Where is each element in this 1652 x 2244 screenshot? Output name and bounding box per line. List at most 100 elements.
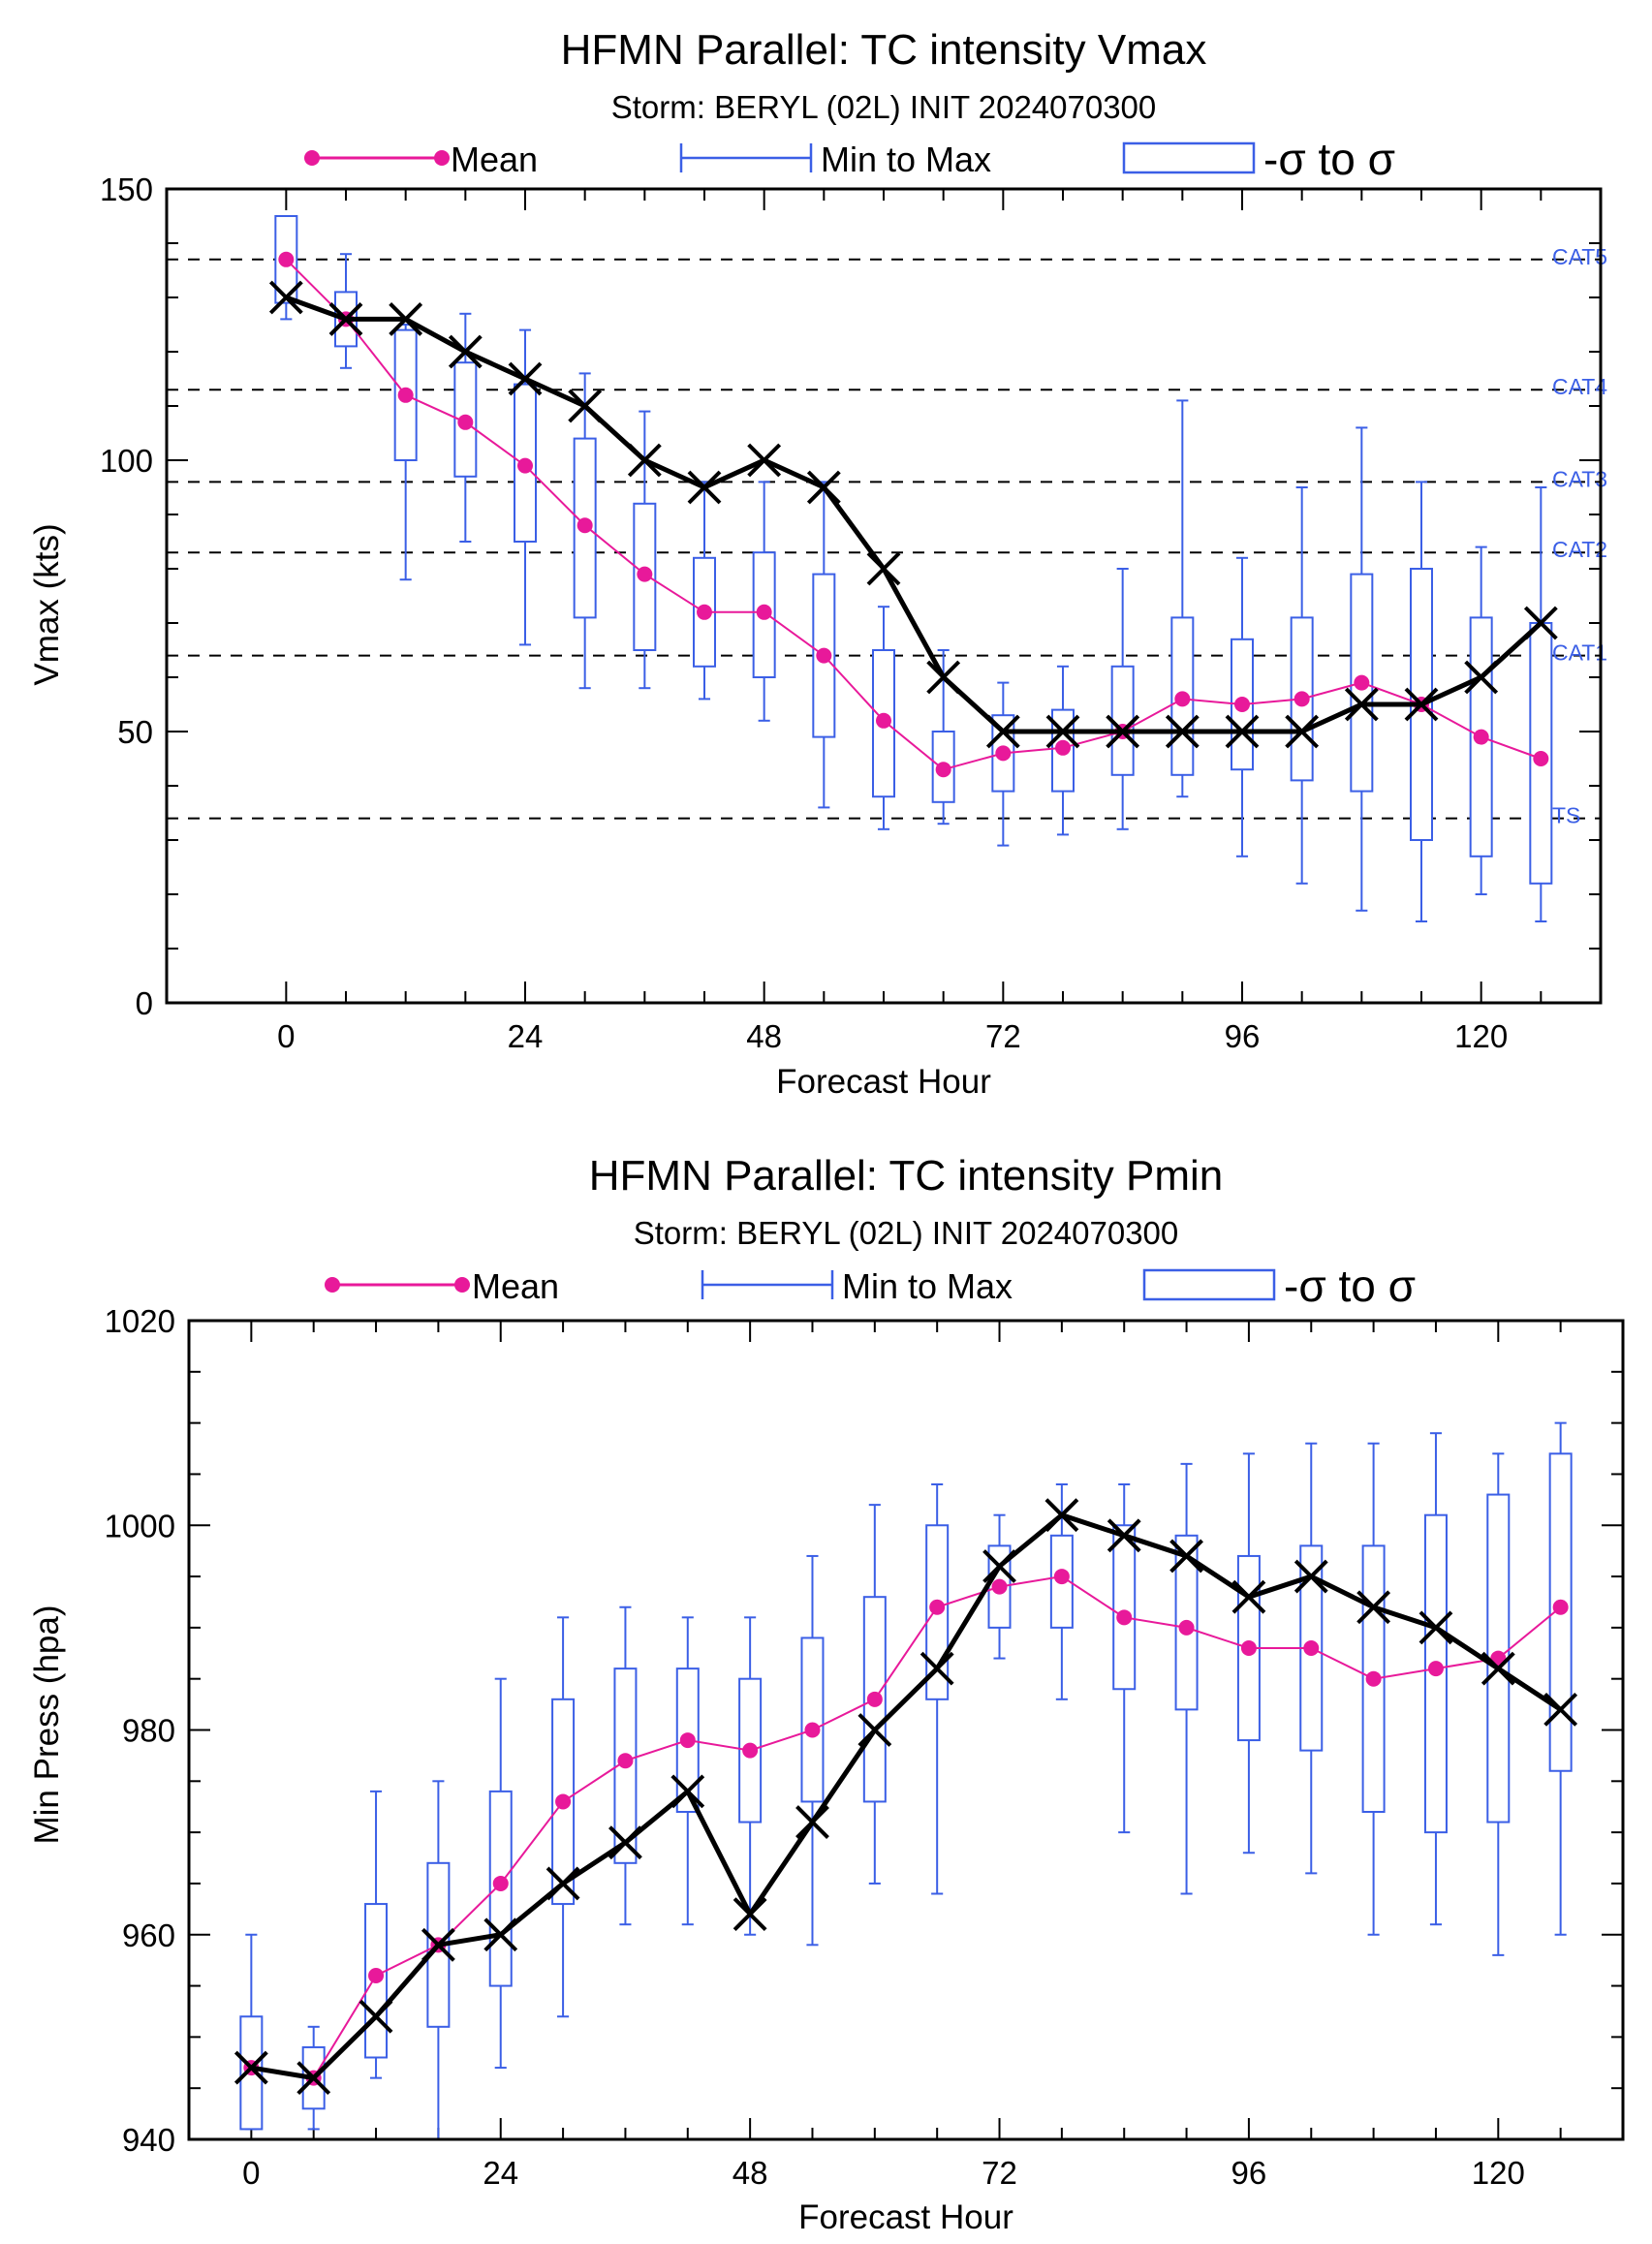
y-tick-label: 960 bbox=[122, 1917, 175, 1953]
track-point bbox=[234, 2050, 268, 2085]
chart-title: HFMN Parallel: TC intensity Pmin bbox=[589, 1152, 1223, 1200]
track-point bbox=[1543, 1692, 1578, 1727]
track-point bbox=[389, 301, 423, 336]
threshold-label: CAT5 bbox=[1552, 244, 1607, 269]
legend-mean-label: Mean bbox=[472, 1266, 559, 1306]
y-tick-label: 980 bbox=[122, 1713, 175, 1749]
mean-point bbox=[742, 1742, 759, 1759]
mean-point bbox=[457, 414, 474, 430]
track-point bbox=[328, 301, 363, 336]
x-axis-label: Forecast Hour bbox=[776, 1063, 991, 1101]
track-point bbox=[1356, 1590, 1391, 1625]
y-tick-label: 50 bbox=[117, 714, 153, 750]
mean-series-line bbox=[251, 1575, 1562, 2079]
mean-point bbox=[804, 1722, 821, 1738]
track-point bbox=[1294, 1559, 1328, 1594]
vmax-plot-area: CAT5 CAT4 CAT3 CAT2 CAT1 TS 0 50 100 150 0 24 48 72 96… bbox=[100, 171, 1607, 1054]
mean-point bbox=[866, 1691, 883, 1707]
track-point bbox=[920, 1651, 954, 1686]
y-tick-label: 100 bbox=[100, 443, 153, 479]
track-point bbox=[1418, 1610, 1453, 1645]
mean-point bbox=[637, 566, 653, 582]
track-point bbox=[1106, 714, 1140, 749]
track-point bbox=[866, 551, 901, 586]
x-tick-label: 48 bbox=[732, 2155, 768, 2191]
track-point bbox=[268, 280, 303, 315]
track-point bbox=[1044, 1498, 1079, 1533]
mean-point bbox=[1053, 1569, 1070, 1585]
vmax-panel: HFMN Parallel: TC intensity Vmax Storm: … bbox=[28, 26, 1607, 1101]
mean-point bbox=[1354, 674, 1370, 691]
mean-point bbox=[1303, 1640, 1320, 1656]
track-point bbox=[1404, 687, 1439, 722]
chart-subtitle: Storm: BERYL (02L) INIT 2024070300 bbox=[634, 1215, 1179, 1251]
threshold-label: CAT2 bbox=[1552, 537, 1607, 562]
track-point bbox=[296, 2061, 331, 2096]
mean-point bbox=[935, 762, 951, 778]
track-point bbox=[1285, 714, 1320, 749]
track-point bbox=[1344, 687, 1379, 722]
mean-point bbox=[517, 457, 533, 474]
mean-point bbox=[1365, 1670, 1382, 1687]
track-point bbox=[982, 1549, 1016, 1583]
sigma-box bbox=[1110, 665, 1135, 776]
legend-sigma-box bbox=[1142, 1268, 1276, 1301]
legend-mean-marker bbox=[434, 150, 450, 166]
y-tick-label: 1020 bbox=[105, 1303, 175, 1339]
mean-point bbox=[1055, 739, 1071, 756]
track-point bbox=[985, 714, 1020, 749]
x-tick-label: 0 bbox=[277, 1018, 295, 1054]
legend-mean-label: Mean bbox=[451, 140, 538, 179]
mean-point bbox=[816, 647, 832, 664]
plot-frame bbox=[165, 187, 1603, 1005]
track-point bbox=[358, 1999, 393, 2034]
threshold-label: CAT1 bbox=[1552, 640, 1607, 666]
mean-point bbox=[876, 712, 891, 729]
mean-point bbox=[697, 604, 712, 620]
track-point bbox=[1231, 1579, 1266, 1614]
mean-point bbox=[1552, 1599, 1569, 1615]
x-axis-label: Forecast Hour bbox=[798, 2198, 1013, 2236]
x-tick-label: 120 bbox=[1472, 2155, 1525, 2191]
mean-point bbox=[1116, 1609, 1133, 1626]
track-point bbox=[747, 443, 782, 478]
threshold-label: CAT3 bbox=[1552, 466, 1607, 491]
x-tick-label: 0 bbox=[242, 2155, 260, 2191]
sigma-box bbox=[800, 1636, 825, 1803]
mean-point bbox=[1294, 691, 1310, 707]
mean-point bbox=[1178, 1619, 1195, 1636]
mean-point bbox=[1427, 1661, 1444, 1677]
mean-point bbox=[555, 1793, 572, 1810]
x-tick-label: 96 bbox=[1225, 1018, 1261, 1054]
x-tick-label: 96 bbox=[1231, 2155, 1267, 2191]
mean-series-line bbox=[285, 259, 1542, 771]
mean-point bbox=[1473, 729, 1489, 745]
mean-point bbox=[679, 1732, 696, 1749]
mean-point bbox=[756, 604, 772, 620]
track-point bbox=[926, 660, 961, 695]
mean-point bbox=[995, 745, 1012, 762]
x-tick-label: 48 bbox=[746, 1018, 782, 1054]
track-point bbox=[627, 443, 662, 478]
mean-point bbox=[1533, 751, 1549, 766]
legend-minmax-label: Min to Max bbox=[821, 140, 991, 179]
track-point bbox=[795, 1805, 829, 1839]
track-point bbox=[545, 1866, 580, 1901]
x-tick-label: 120 bbox=[1454, 1018, 1508, 1054]
track-point bbox=[568, 389, 603, 423]
threshold-label: CAT4 bbox=[1552, 374, 1607, 399]
track-point bbox=[608, 1825, 642, 1860]
track-point bbox=[670, 1774, 705, 1809]
track-point bbox=[687, 470, 722, 505]
plot-frame bbox=[187, 1319, 1625, 2141]
mean-point bbox=[1234, 697, 1250, 712]
track-point bbox=[1169, 1539, 1203, 1574]
track-point bbox=[1045, 714, 1080, 749]
legend-mean-marker bbox=[304, 150, 320, 166]
track-series-line bbox=[250, 1512, 1563, 2081]
mean-point bbox=[1174, 691, 1191, 707]
track-point bbox=[1107, 1518, 1141, 1553]
y-tick-label: 940 bbox=[122, 2122, 175, 2158]
track-point bbox=[421, 1927, 455, 1962]
